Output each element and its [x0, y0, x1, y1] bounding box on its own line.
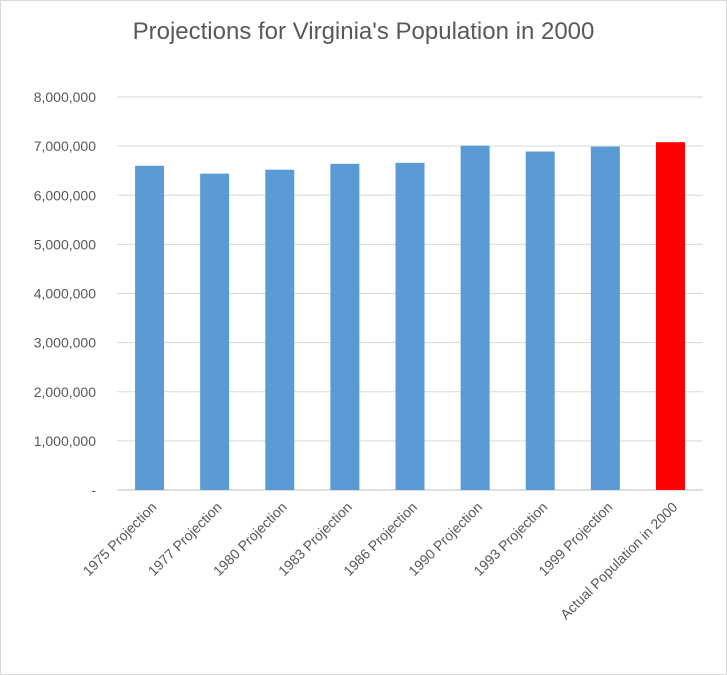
y-tick-label: 6,000,000	[34, 187, 96, 203]
y-tick-label: -	[91, 482, 96, 498]
chart-title: Projections for Virginia's Population in…	[132, 18, 595, 45]
bar	[395, 162, 425, 490]
bar	[525, 151, 555, 490]
y-tick-label: 3,000,000	[34, 335, 96, 351]
bar	[590, 146, 620, 490]
bar	[330, 163, 360, 490]
bar	[200, 173, 230, 490]
bar	[460, 145, 490, 491]
bar	[655, 142, 685, 490]
y-tick-label: 7,000,000	[34, 138, 96, 154]
y-tick-label: 5,000,000	[34, 236, 96, 252]
bar	[135, 165, 165, 490]
y-tick-label: 1,000,000	[34, 433, 96, 449]
x-tick-label: Actual Population in 2000	[557, 499, 681, 623]
bar	[265, 169, 295, 490]
y-tick-label: 4,000,000	[34, 286, 96, 302]
y-tick-label: 8,000,000	[34, 89, 96, 105]
y-tick-label: 2,000,000	[34, 384, 96, 400]
